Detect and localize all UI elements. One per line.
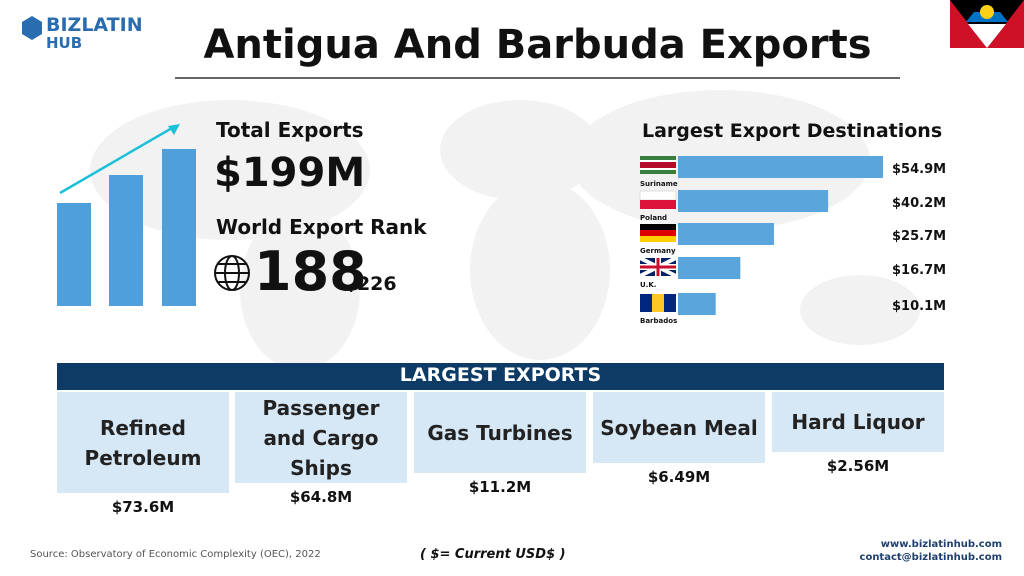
bar (678, 223, 774, 245)
bar (678, 190, 829, 212)
website: www.bizlatinhub.com (880, 539, 1002, 550)
rank-label: World Export Rank (216, 215, 427, 239)
exports-heading: LARGEST EXPORTS (399, 364, 602, 386)
currency-note: ( $= Current USD$ ) (420, 547, 566, 562)
country-label: Barbados (640, 317, 677, 325)
title: Antigua And Barbuda Exports (203, 22, 872, 68)
total-label: Total Exports (216, 118, 364, 142)
export-value: $2.56M (826, 457, 890, 475)
email: contact@bizlatinhub.com (859, 552, 1002, 563)
export-name: Passenger and Cargo Ships (235, 392, 407, 483)
country-label: Poland (640, 214, 667, 222)
export-value: $73.6M (111, 498, 175, 516)
export-name: Refined Petroleum (57, 392, 229, 493)
destinations-chart: $54.9M Suriname $40.2M Poland $25.7M Germany $… (639, 156, 946, 325)
value-label: $16.7M (892, 263, 946, 278)
export-value: $64.8M (289, 488, 353, 506)
flag-germany (640, 224, 676, 242)
growth-arrow (59, 126, 173, 195)
export-value: $6.49M (647, 468, 711, 486)
flag-suriname (640, 156, 676, 174)
value-label: $54.9M (892, 162, 946, 177)
country-label: Germany (640, 247, 676, 255)
value-label: $25.7M (892, 229, 946, 244)
country-label: Suriname (640, 180, 678, 188)
bar (678, 293, 716, 315)
export-value: $11.2M (468, 478, 532, 496)
total-value: $199M (214, 150, 366, 196)
source: Source: Observatory of Economic Complexi… (30, 549, 321, 560)
country-label: U.K. (640, 281, 656, 289)
globe-icon (214, 255, 250, 291)
rank-of: /226 (350, 273, 397, 295)
export-name: Gas Turbines (414, 392, 586, 473)
export-name: Soybean Meal (593, 392, 765, 463)
bar (678, 156, 883, 178)
value-label: $40.2M (892, 196, 946, 211)
logo-bottom: HUB (46, 34, 83, 52)
value-label: $10.1M (892, 299, 946, 314)
flag-uk (639, 256, 677, 278)
logo-mark (22, 16, 42, 40)
export-name: Hard Liquor (772, 392, 944, 452)
growth-icon (57, 149, 196, 306)
arrow-head (168, 124, 180, 135)
flag-poland (639, 190, 677, 209)
world-map (90, 90, 920, 370)
exports-header-bar (57, 363, 944, 390)
rank: 188 (254, 240, 367, 303)
bar (678, 257, 741, 279)
chart-title: Largest Export Destinations (642, 120, 943, 142)
flag-barbados (640, 294, 676, 312)
logo-top: BIZLATIN (46, 14, 143, 36)
flag-antigua (950, 0, 1024, 48)
